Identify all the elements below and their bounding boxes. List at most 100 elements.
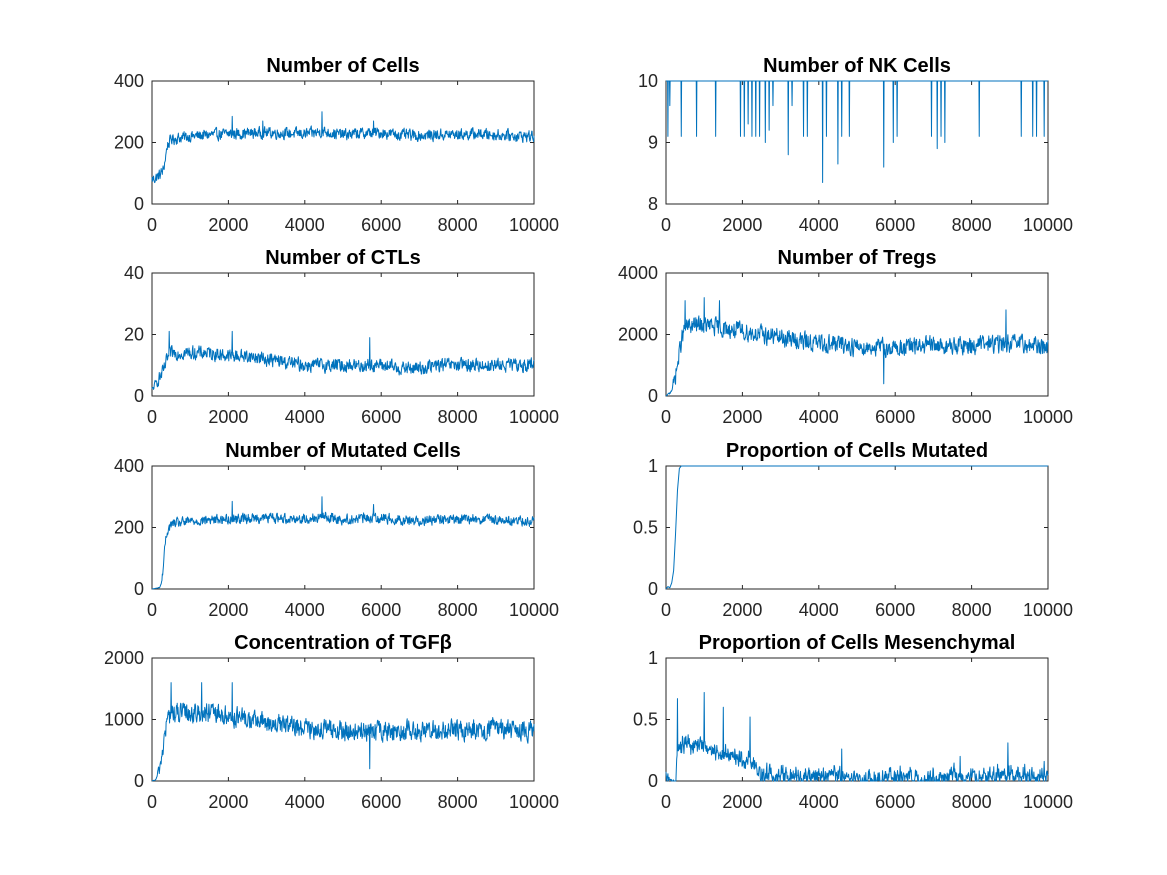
x-tick-label: 6000 (875, 215, 915, 235)
subplot-title: Number of NK Cells (763, 55, 951, 77)
x-tick-label: 0 (661, 407, 671, 427)
plot-area (665, 80, 1049, 205)
plot-area (665, 465, 1049, 590)
x-tick-label: 2000 (208, 215, 248, 235)
x-tick-label: 2000 (208, 600, 248, 620)
y-tick-label: 0 (648, 579, 658, 599)
y-tick-label: 20 (124, 325, 144, 345)
x-tick-label: 6000 (875, 407, 915, 427)
x-tick-label: 10000 (1023, 407, 1073, 427)
x-tick-label: 4000 (799, 215, 839, 235)
x-tick-label: 4000 (799, 407, 839, 427)
x-tick-label: 6000 (361, 215, 401, 235)
x-tick-label: 8000 (952, 600, 992, 620)
y-tick-label: 0 (134, 579, 144, 599)
plot-area (151, 465, 535, 590)
x-tick-label: 2000 (208, 792, 248, 812)
y-tick-label: 200 (114, 133, 144, 153)
y-tick-label: 9 (648, 133, 658, 153)
x-tick-label: 10000 (1023, 215, 1073, 235)
x-tick-label: 0 (147, 792, 157, 812)
y-tick-label: 0 (134, 194, 144, 214)
x-tick-label: 0 (147, 215, 157, 235)
x-tick-label: 4000 (285, 792, 325, 812)
x-tick-label: 4000 (285, 407, 325, 427)
subplot-7: Concentration of TGFβ 0 2000 4000 6000 8000 10… (104, 632, 559, 812)
x-tick-label: 10000 (1023, 792, 1073, 812)
x-tick-label: 8000 (952, 792, 992, 812)
x-tick-label: 0 (147, 407, 157, 427)
subplot-title: Number of CTLs (265, 247, 421, 269)
x-tick-label: 0 (147, 600, 157, 620)
subplot-title: Proportion of Cells Mutated (726, 440, 988, 462)
y-tick-label: 0 (134, 771, 144, 791)
data-series-line (665, 465, 1049, 590)
x-tick-label: 8000 (438, 407, 478, 427)
x-tick-label: 8000 (438, 792, 478, 812)
subplot-6: Proportion of Cells Mutated 0 2000 4000 6000… (633, 440, 1073, 620)
x-tick-label: 0 (661, 600, 671, 620)
x-tick-label: 6000 (361, 792, 401, 812)
y-tick-label: 0 (648, 771, 658, 791)
x-tick-label: 0 (661, 215, 671, 235)
data-series-line (151, 682, 535, 782)
x-tick-label: 10000 (509, 792, 559, 812)
subplot-title: Number of Tregs (778, 247, 937, 269)
y-tick-label: 10 (638, 71, 658, 91)
y-tick-label: 400 (114, 71, 144, 91)
subplot-title: Number of Cells (266, 55, 419, 77)
x-tick-label: 4000 (799, 792, 839, 812)
x-tick-label: 2000 (722, 407, 762, 427)
subplot-title: Concentration of TGFβ (234, 632, 452, 654)
data-series-line (665, 297, 1049, 397)
x-tick-label: 4000 (799, 600, 839, 620)
x-tick-label: 8000 (952, 215, 992, 235)
y-tick-label: 0 (648, 386, 658, 406)
subplot-4: Number of Tregs 0 2000 4000 6000 8000 10000 0 20… (618, 247, 1073, 427)
y-tick-label: 0.5 (633, 518, 658, 538)
subplot-3: Number of CTLs 0 2000 4000 6000 8000 10000 0 20 4… (124, 247, 559, 427)
x-tick-label: 8000 (952, 407, 992, 427)
x-tick-label: 6000 (361, 600, 401, 620)
y-tick-label: 0.5 (633, 710, 658, 730)
data-series-line (665, 691, 1049, 782)
y-tick-label: 400 (114, 456, 144, 476)
x-tick-label: 2000 (722, 600, 762, 620)
x-tick-label: 10000 (1023, 600, 1073, 620)
x-tick-label: 8000 (438, 600, 478, 620)
plot-area (151, 80, 535, 205)
subplot-title: Number of Mutated Cells (225, 440, 461, 462)
y-tick-label: 1 (648, 456, 658, 476)
data-series-line (151, 330, 535, 390)
x-tick-label: 6000 (875, 600, 915, 620)
x-tick-label: 10000 (509, 600, 559, 620)
y-tick-label: 40 (124, 263, 144, 283)
subplot-2: Number of NK Cells 0 2000 4000 6000 8000 10000… (638, 55, 1073, 235)
y-tick-label: 1000 (104, 710, 144, 730)
y-tick-label: 4000 (618, 263, 658, 283)
y-tick-label: 2000 (104, 648, 144, 668)
x-tick-label: 2000 (722, 792, 762, 812)
subplot-title: Proportion of Cells Mesenchymal (699, 632, 1016, 654)
y-tick-label: 2000 (618, 325, 658, 345)
x-tick-label: 4000 (285, 215, 325, 235)
y-tick-label: 200 (114, 518, 144, 538)
data-series-line (666, 80, 1048, 183)
x-tick-label: 8000 (438, 215, 478, 235)
plot-area (151, 657, 535, 782)
x-tick-label: 0 (661, 792, 671, 812)
data-series-line (151, 496, 535, 590)
y-tick-label: 0 (134, 386, 144, 406)
x-tick-label: 6000 (875, 792, 915, 812)
subplot-8: Proportion of Cells Mesenchymal 0 2000 4000… (633, 632, 1073, 812)
plot-area (151, 272, 535, 397)
data-series-line (151, 111, 535, 184)
y-tick-label: 1 (648, 648, 658, 668)
x-tick-label: 4000 (285, 600, 325, 620)
x-tick-label: 10000 (509, 215, 559, 235)
x-tick-label: 10000 (509, 407, 559, 427)
subplot-1: Number of Cells 0 2000 4000 6000 8000 10000 0 20… (114, 55, 559, 235)
x-tick-label: 6000 (361, 407, 401, 427)
